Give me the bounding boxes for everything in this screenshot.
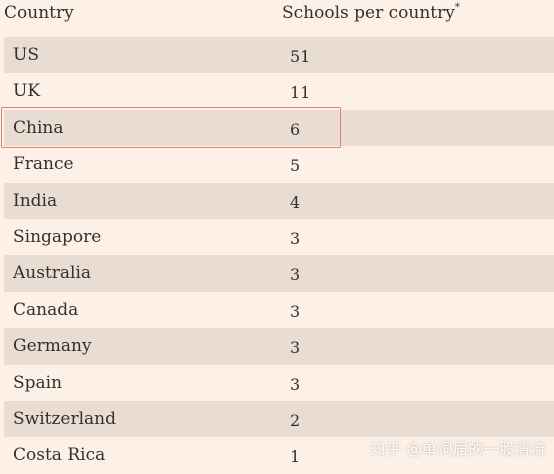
country-cell: Spain	[13, 372, 63, 393]
count-cell: 3	[290, 228, 301, 248]
count-cell: 3	[290, 301, 301, 321]
footnote-marker: *	[454, 2, 460, 13]
count-cell: 3	[290, 338, 301, 358]
country-cell: Switzerland	[13, 408, 117, 429]
count-cell: 1	[290, 447, 301, 467]
country-cell: France	[13, 154, 74, 175]
country-cell: Canada	[13, 299, 79, 320]
count-cell: 2	[290, 410, 301, 430]
count-cell: 6	[290, 119, 301, 139]
country-cell: China	[13, 117, 64, 138]
table-row: Germany 3	[4, 328, 554, 365]
country-cell: UK	[13, 81, 41, 102]
count-cell: 4	[290, 192, 301, 212]
table-row: US 51	[4, 37, 554, 74]
watermark-text: 知乎 @单词届的一股清流	[370, 440, 546, 458]
table-row-highlighted: China 6	[4, 109, 554, 147]
count-cell: 3	[290, 374, 301, 394]
table-row: India 4	[4, 182, 554, 219]
table-row: Costa Rica 1	[4, 437, 554, 473]
count-cell: 5	[290, 156, 301, 176]
table-row: Canada 3	[4, 292, 554, 328]
table-header: Country Schools per country*	[0, 0, 554, 30]
table-row: France 5	[4, 146, 554, 182]
table-row: Switzerland 2	[4, 400, 554, 438]
count-cell: 11	[290, 83, 311, 103]
country-cell: Singapore	[13, 226, 102, 247]
count-cell: 3	[290, 265, 301, 285]
schools-table: US 51 UK 11 China 6 France 5 India 4 Sin…	[4, 37, 554, 474]
table-row: Singapore 3	[4, 219, 554, 255]
country-column-header: Country	[4, 3, 74, 23]
count-cell: 51	[290, 47, 311, 66]
table-row: Australia 3	[4, 255, 554, 292]
country-cell: Australia	[13, 263, 92, 284]
country-cell: Germany	[13, 336, 92, 357]
country-cell: Costa Rica	[13, 445, 106, 466]
schools-column-header: Schools per country*	[282, 2, 460, 23]
table-row: UK 11	[4, 73, 554, 109]
country-cell: US	[13, 45, 39, 65]
table-row: Spain 3	[4, 365, 554, 401]
country-cell: India	[13, 190, 58, 211]
schools-column-label: Schools per country	[282, 3, 455, 23]
